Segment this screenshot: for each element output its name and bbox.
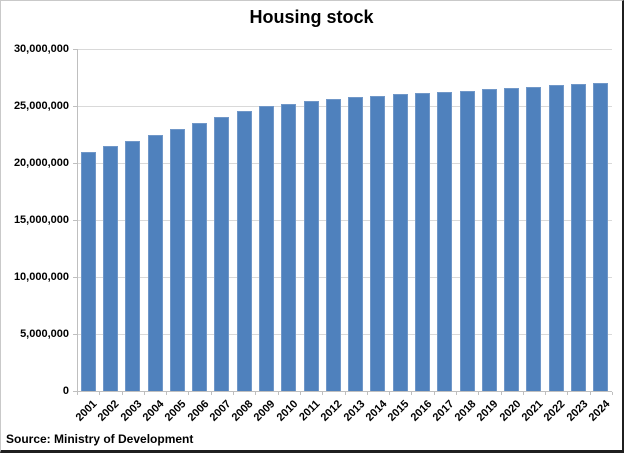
- y-axis-label: 30,000,000: [13, 43, 69, 55]
- bar-2023: [571, 84, 587, 391]
- bar-2012: [325, 99, 341, 391]
- bar-2007: [214, 116, 230, 391]
- bar-2003: [125, 140, 141, 391]
- gridline: [77, 334, 612, 335]
- x-axis-tick: [411, 392, 413, 395]
- gridline: [77, 106, 612, 107]
- source-note: Source: Ministry of Development: [6, 432, 194, 446]
- x-axis-tick: [500, 392, 502, 395]
- y-axis-tick: [73, 163, 77, 164]
- y-axis-line: [77, 49, 78, 392]
- x-axis-tick: [545, 392, 547, 395]
- x-axis-tick: [299, 392, 301, 395]
- y-axis-tick: [73, 49, 77, 50]
- y-axis-label: 10,000,000: [13, 271, 69, 283]
- x-axis-tick: [121, 392, 123, 395]
- bar-2017: [437, 91, 453, 391]
- chart-title: Housing stock: [249, 7, 374, 27]
- x-axis-tick: [433, 392, 435, 395]
- x-axis-line: [77, 391, 612, 392]
- gridline: [77, 49, 612, 50]
- x-axis-tick: [99, 392, 101, 395]
- bar-2018: [459, 90, 475, 391]
- bar-2009: [258, 106, 274, 391]
- gridline: [77, 163, 612, 164]
- x-axis-tick: [143, 392, 145, 395]
- y-axis-label: 25,000,000: [13, 100, 69, 112]
- bar-2004: [147, 135, 163, 391]
- bar-2015: [392, 94, 408, 391]
- y-axis-label: 0: [62, 385, 69, 397]
- bar-2002: [102, 145, 118, 391]
- gridline: [77, 277, 612, 278]
- y-axis-label: 15,000,000: [13, 214, 69, 226]
- x-axis-tick: [233, 392, 235, 395]
- x-axis-tick: [166, 392, 168, 395]
- bar-2005: [169, 129, 185, 391]
- x-axis-tick: [478, 392, 480, 395]
- y-axis-tick: [73, 220, 77, 221]
- y-axis-tick: [73, 391, 77, 392]
- y-axis-tick: [73, 334, 77, 335]
- bar-2010: [281, 103, 297, 391]
- bar-2014: [370, 95, 386, 391]
- x-axis-tick: [322, 392, 324, 395]
- x-axis-tick: [210, 392, 212, 395]
- bar-2001: [80, 151, 96, 391]
- x-axis-tick: [589, 392, 591, 395]
- x-axis-tick: [389, 392, 391, 395]
- x-axis-tick: [188, 392, 190, 395]
- y-axis-tick: [73, 277, 77, 278]
- bar-2011: [303, 100, 319, 391]
- x-axis-tick: [567, 392, 569, 395]
- x-axis-tick: [366, 392, 368, 395]
- x-axis-tick: [612, 392, 613, 395]
- bar-2008: [236, 110, 252, 391]
- x-axis-tick: [255, 392, 257, 395]
- x-axis-tick: [344, 392, 346, 395]
- bar-2013: [348, 97, 364, 391]
- y-axis-label: 5,000,000: [20, 328, 69, 340]
- bar-2006: [192, 123, 208, 391]
- x-axis-tick: [455, 392, 457, 395]
- bar-2024: [593, 83, 609, 391]
- gridline: [77, 220, 612, 221]
- x-axis-tick: [277, 392, 279, 395]
- x-axis-tick: [77, 392, 78, 395]
- y-axis-tick: [73, 106, 77, 107]
- bar-2021: [526, 86, 542, 391]
- bar-2022: [548, 85, 564, 391]
- bar-2016: [415, 92, 431, 391]
- plot-area: [77, 49, 612, 391]
- bar-2019: [481, 89, 497, 391]
- bar-2020: [504, 88, 520, 391]
- x-axis-tick: [522, 392, 524, 395]
- y-axis-label: 20,000,000: [13, 157, 69, 169]
